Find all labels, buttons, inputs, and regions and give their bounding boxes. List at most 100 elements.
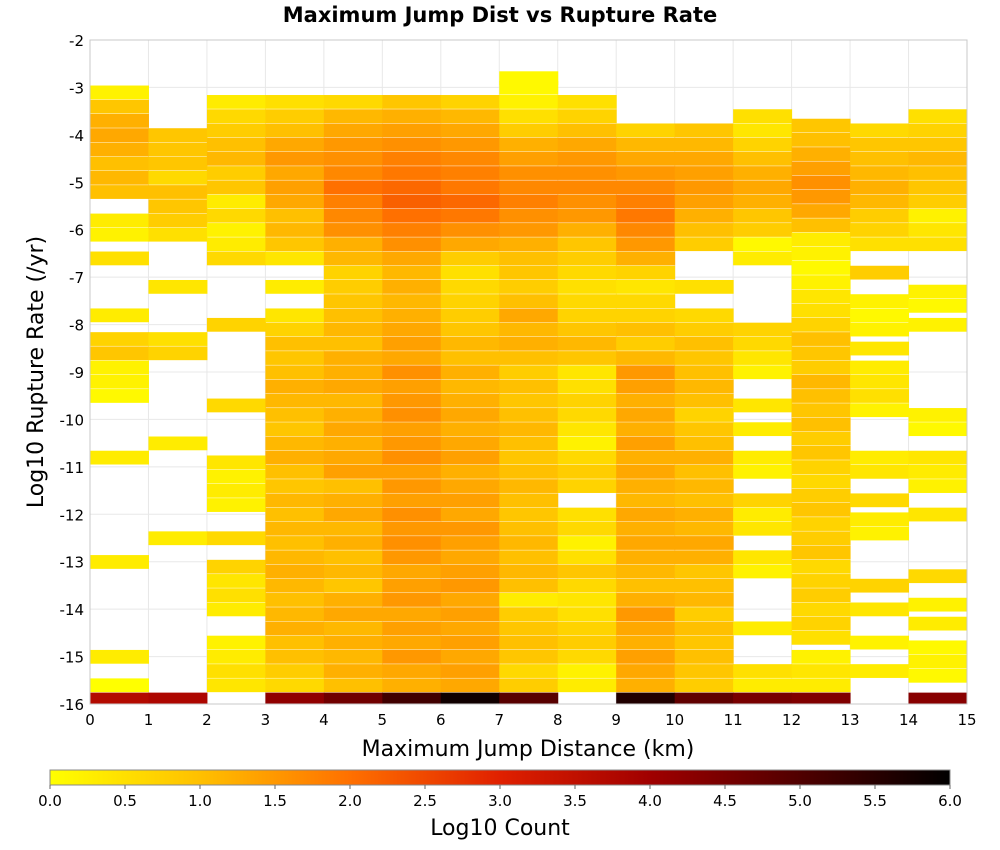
heatmap-cell	[382, 123, 442, 138]
heatmap-cell	[791, 332, 851, 346]
heatmap-cell	[791, 417, 851, 432]
heatmap-cell	[323, 493, 383, 508]
heatmap-cell	[499, 607, 559, 622]
heatmap-cell	[733, 398, 793, 413]
heatmap-cell	[90, 692, 149, 705]
y-tick-label: -15	[60, 649, 85, 667]
heatmap-cell	[440, 678, 500, 693]
heatmap-cell	[616, 422, 676, 437]
heatmap-cell	[323, 166, 383, 180]
heatmap-cell	[557, 279, 617, 294]
heatmap-cell	[265, 507, 325, 522]
heatmap-cell	[382, 578, 442, 593]
y-tick-label: -3	[69, 79, 84, 97]
heatmap-cell	[908, 408, 968, 422]
heatmap-cell	[323, 294, 383, 308]
heatmap-cell	[440, 564, 500, 579]
heatmap-cell	[733, 550, 793, 565]
y-tick-label: -10	[60, 411, 85, 429]
heatmap-cell	[206, 166, 266, 180]
heatmap-cell	[440, 351, 500, 365]
heatmap-cell	[908, 569, 968, 584]
heatmap-cell	[616, 308, 676, 323]
heatmap-cell	[557, 649, 617, 664]
heatmap-cell	[90, 85, 149, 100]
heatmap-cell	[616, 450, 676, 465]
heatmap-cell	[616, 336, 676, 351]
heatmap-cell	[440, 322, 500, 337]
y-axis-ticks: -2 -3 -4 -5 -6 -7 -8 -9 -10 -11 -12 -13 -14 -15 -16	[60, 32, 85, 714]
heatmap-cell	[791, 630, 851, 645]
heatmap-cell	[499, 649, 559, 664]
heatmap-cell	[265, 180, 325, 195]
heatmap-cell	[440, 251, 500, 266]
heatmap-cell	[850, 166, 910, 180]
heatmap-cell	[382, 408, 442, 422]
heatmap-cell	[323, 137, 383, 152]
heatmap-cell	[733, 678, 793, 693]
heatmap-cell	[499, 593, 559, 607]
heatmap-cell	[265, 251, 325, 266]
heatmap-cell	[616, 279, 676, 294]
heatmap-cell	[850, 602, 910, 617]
heatmap-cell	[674, 166, 734, 180]
heatmap-cell	[791, 445, 851, 460]
heatmap-cell	[733, 123, 793, 138]
heatmap-cell	[206, 398, 266, 413]
heatmap-cell	[90, 374, 149, 389]
heatmap-cell	[616, 479, 676, 493]
heatmap-cell	[265, 621, 325, 636]
heatmap-cell	[440, 578, 500, 593]
heatmap-cell	[557, 251, 617, 266]
heatmap-cell	[908, 507, 968, 522]
y-tick-label: -7	[69, 269, 84, 287]
heatmap-cell	[440, 180, 500, 195]
x-tick-label: 12	[782, 711, 801, 729]
heatmap-cell	[733, 422, 793, 437]
heatmap-cell	[265, 351, 325, 365]
heatmap-cell	[265, 550, 325, 565]
heatmap-cell	[791, 374, 851, 389]
colorbar-tick-label: 5.5	[863, 792, 887, 810]
heatmap-cell	[499, 95, 559, 109]
heatmap-cell	[616, 521, 676, 536]
heatmap-cell	[382, 593, 442, 607]
heatmap-cell	[499, 521, 559, 536]
heatmap-cell	[850, 403, 910, 418]
heatmap-cell	[382, 493, 442, 508]
heatmap-cell	[265, 692, 325, 705]
x-tick-label: 10	[665, 711, 684, 729]
heatmap-cell	[674, 664, 734, 678]
heatmap-cell	[616, 564, 676, 579]
y-tick-label: -6	[69, 222, 84, 240]
heatmap-cell	[674, 635, 734, 650]
colorbar-tick-label: 3.0	[488, 792, 512, 810]
heatmap-cell	[440, 109, 500, 124]
heatmap-cell	[557, 450, 617, 465]
heatmap-cell	[499, 479, 559, 493]
heatmap-cell	[440, 536, 500, 550]
heatmap-cell	[148, 156, 208, 171]
heatmap-cell	[206, 455, 266, 470]
heatmap-cell	[616, 593, 676, 607]
heatmap-cell	[616, 180, 676, 195]
heatmap-cell	[791, 317, 851, 332]
heatmap-cell	[382, 151, 442, 166]
heatmap-cell	[382, 521, 442, 536]
heatmap-cell	[791, 616, 851, 631]
heatmap-cell	[850, 664, 910, 678]
heatmap-cell	[382, 536, 442, 550]
heatmap-cell	[733, 208, 793, 223]
heatmap-cell	[499, 664, 559, 678]
colorbar-tick-label: 0.0	[38, 792, 62, 810]
heatmap-cell	[557, 265, 617, 280]
heatmap-cell	[148, 692, 208, 705]
heatmap-cell	[265, 493, 325, 508]
heatmap-cell	[206, 237, 266, 252]
heatmap-cell	[382, 279, 442, 294]
heatmap-cell	[265, 166, 325, 180]
heatmap-cell	[382, 664, 442, 678]
heatmap-cell	[323, 223, 383, 237]
heatmap-cell	[382, 308, 442, 323]
